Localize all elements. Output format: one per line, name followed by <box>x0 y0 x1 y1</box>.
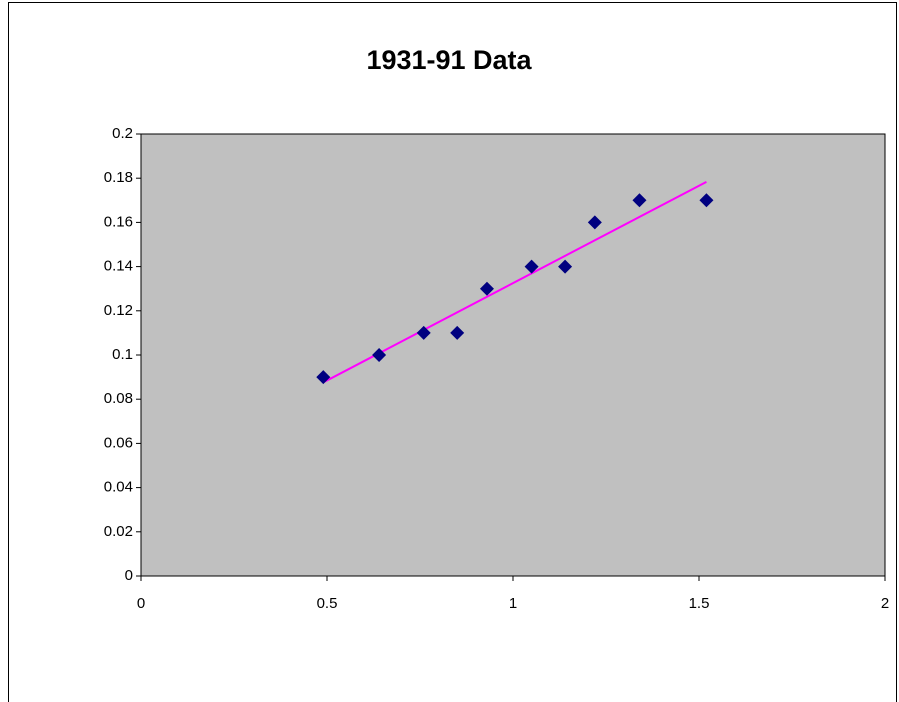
y-tick-label: 0.18 <box>104 169 133 186</box>
plot-area <box>140 133 886 577</box>
data-point <box>632 193 647 208</box>
data-point <box>558 259 573 274</box>
data-point <box>372 348 387 362</box>
trendline <box>322 180 707 384</box>
data-point <box>416 325 431 340</box>
data-point <box>450 325 465 340</box>
data-point <box>587 215 602 230</box>
chart-frame <box>8 2 897 702</box>
y-tick-label: 0.08 <box>104 390 133 407</box>
y-tick-label: 0.02 <box>104 523 133 540</box>
y-tick-label: 0.16 <box>104 213 133 230</box>
y-tick-label: 0.06 <box>104 434 133 451</box>
y-tick-label: 0 <box>125 567 133 584</box>
y-tick-label: 0.2 <box>112 125 133 142</box>
y-tick-label: 0.1 <box>112 346 133 363</box>
x-tick-label: 2 <box>881 595 889 612</box>
y-tick-label: 0.12 <box>104 302 133 319</box>
data-point <box>316 370 331 385</box>
x-tick-label: 1 <box>509 595 517 612</box>
chart-title: 1931-91 Data <box>366 45 532 75</box>
x-tick-label: 0.5 <box>317 595 338 612</box>
data-point <box>479 281 494 296</box>
x-tick-label: 1.5 <box>689 595 710 612</box>
y-tick-label: 0.14 <box>104 258 133 275</box>
x-tick-label: 0 <box>137 595 145 612</box>
y-tick-label: 0.04 <box>104 479 133 496</box>
data-point <box>524 259 539 274</box>
data-point <box>699 193 714 208</box>
